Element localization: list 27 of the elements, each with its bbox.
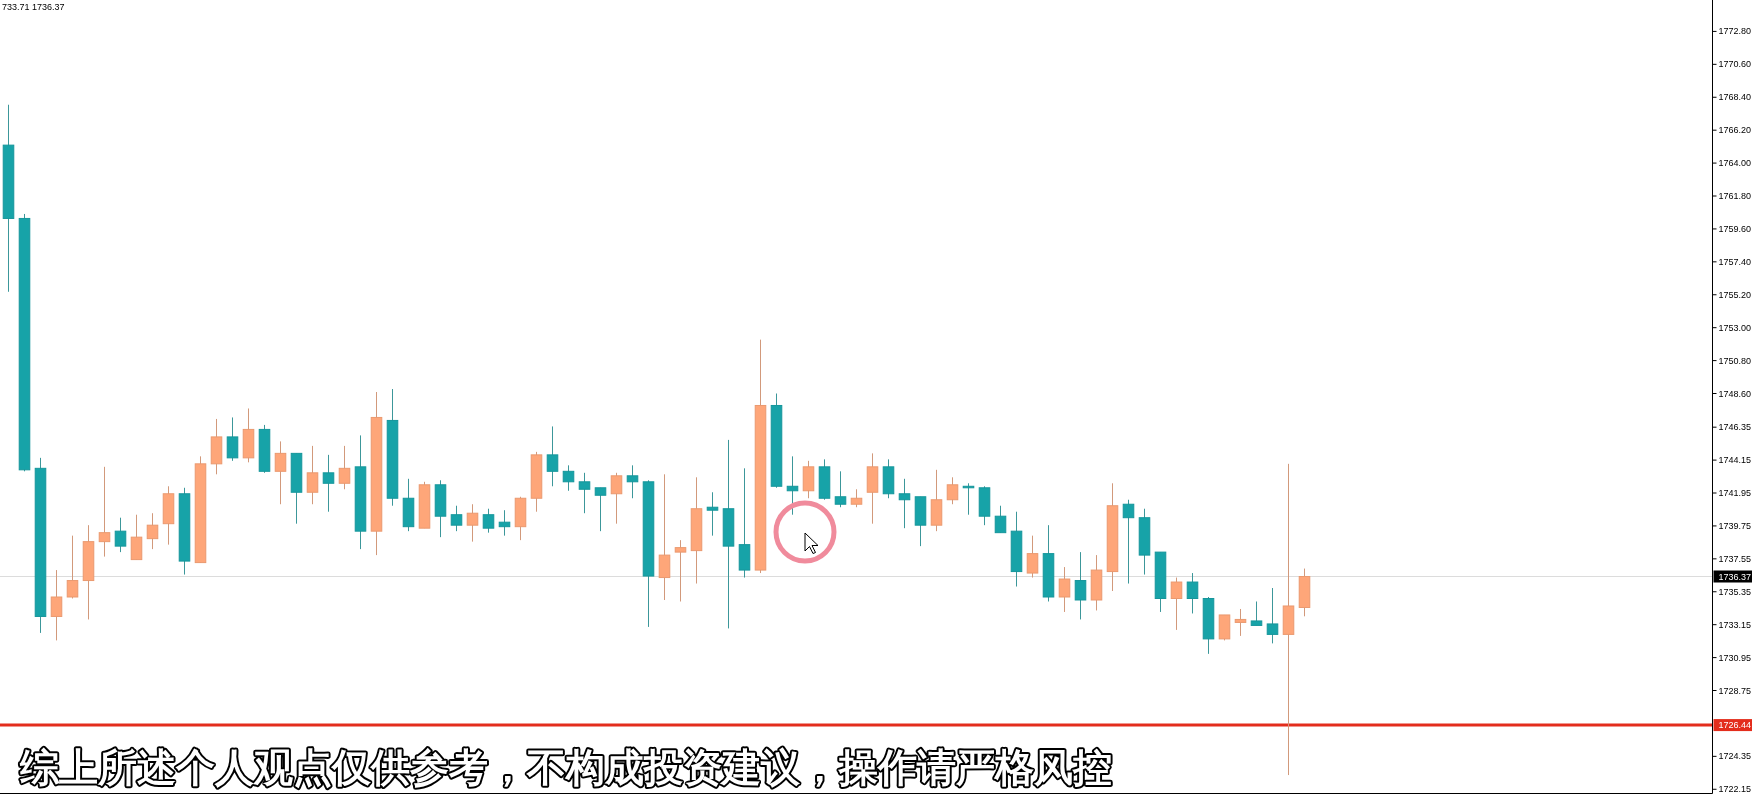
y-tick-label: 1768.40	[1718, 92, 1752, 103]
annotation: 综上所述个人观点仅供参考，不构成投资建议，操作请严格风控	[20, 746, 1112, 789]
y-tick-label: 1746.35	[1718, 422, 1752, 433]
y-tick-label: 1724.35	[1718, 751, 1752, 762]
y-tick-label: 1733.15	[1718, 619, 1752, 630]
y-tick-label: 1770.60	[1718, 59, 1752, 70]
y-tick-label: 1735.35	[1718, 586, 1752, 597]
y-tick-label: 1741.95	[1718, 488, 1752, 498]
y-tick-label: 1728.75	[1718, 685, 1752, 696]
y-tick-label: 1748.60	[1718, 388, 1752, 399]
y-tick-label: 1722.15	[1718, 784, 1752, 795]
y-tick-label: 1753.00	[1718, 322, 1752, 333]
y-tick-label: 1759.60	[1718, 223, 1752, 234]
y-tick-label: 1744.15	[1718, 455, 1752, 466]
y-tick-label: 1755.20	[1718, 289, 1752, 300]
y-tick-label: 1766.20	[1718, 125, 1752, 136]
y-tick-label: 1764.00	[1718, 158, 1752, 169]
y-tick-label: 1750.80	[1718, 355, 1752, 366]
y-tick-label: 1737.55	[1718, 553, 1752, 564]
ref-line-label: 1726.44	[1718, 720, 1752, 731]
y-tick-label: 1739.75	[1718, 520, 1752, 531]
annotation: 733.71 1736.37	[2, 1, 65, 12]
y-tick-label: 1757.40	[1718, 256, 1752, 267]
y-tick-label: 1772.80	[1718, 26, 1752, 37]
y-tick-label: 1730.95	[1718, 652, 1752, 663]
ref-line-label: 1736.37	[1718, 571, 1752, 582]
y-tick-label: 1761.80	[1718, 191, 1752, 201]
